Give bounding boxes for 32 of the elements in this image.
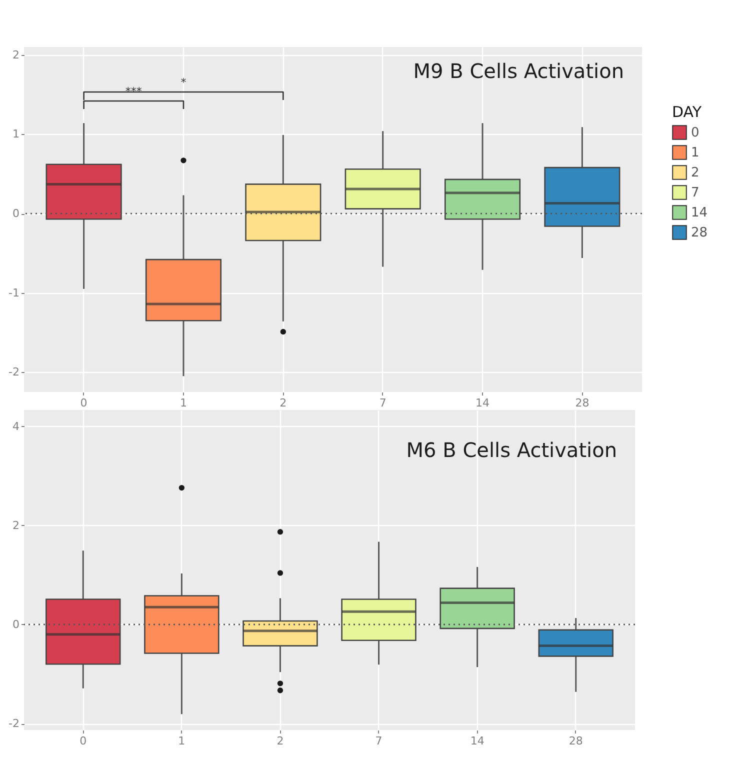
x-tick-label: 28 xyxy=(568,734,583,748)
legend-label: 28 xyxy=(691,226,708,240)
x-tick-label: 28 xyxy=(575,396,590,410)
y-tick-label: 2 xyxy=(12,518,20,532)
x-tick-label: 2 xyxy=(276,734,284,748)
text: M6 B Cells Activation xyxy=(406,438,617,462)
annotation: * xyxy=(180,76,187,89)
y-tick-label: 4 xyxy=(12,420,20,433)
x-tick-label: 2 xyxy=(280,396,287,410)
y-tick-label: 0 xyxy=(12,207,20,220)
x-tick-label: 14 xyxy=(470,734,484,748)
x-tick-label: 0 xyxy=(80,396,88,410)
x-tick-label: 1 xyxy=(178,734,186,748)
x-tick-label: 1 xyxy=(180,396,187,410)
y-tick-label: 0 xyxy=(12,618,20,631)
y-tick-label: -2 xyxy=(8,717,20,730)
legend-label: 1 xyxy=(691,146,700,160)
annotation: *** xyxy=(125,85,142,98)
y-tick-label: -2 xyxy=(8,366,20,379)
x-tick-label: 0 xyxy=(80,734,87,748)
legend-title: DAY xyxy=(672,103,702,121)
legend-label: 7 xyxy=(691,186,700,200)
legend-label: 0 xyxy=(691,126,700,140)
y-tick-label: 1 xyxy=(12,128,20,141)
y-tick-label: -1 xyxy=(8,286,20,300)
y-tick-label: 2 xyxy=(12,48,20,62)
legend-label: 14 xyxy=(691,206,708,220)
legend-label: 2 xyxy=(691,166,700,180)
x-tick-label: 7 xyxy=(375,734,382,748)
text: M9 B Cells Activation xyxy=(413,59,624,83)
x-tick-label: 14 xyxy=(476,396,490,410)
x-tick-label: 7 xyxy=(379,396,386,410)
